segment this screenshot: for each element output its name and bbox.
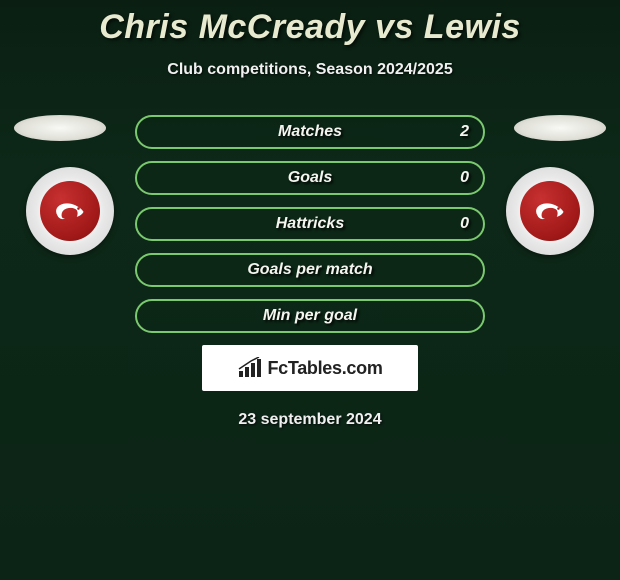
player-avatar-left (14, 115, 106, 141)
stat-row-matches: Matches 2 (135, 115, 485, 149)
club-badge-right (506, 167, 594, 255)
footer-date: 23 september 2024 (0, 411, 620, 429)
shrimp-icon (53, 200, 87, 222)
stat-pills: Matches 2 Goals 0 Hattricks 0 Goals per … (135, 115, 485, 333)
stat-value: 2 (460, 123, 469, 141)
stat-label: Matches (278, 123, 342, 141)
stat-label: Goals (288, 169, 332, 187)
brand-name: FcTables.com (267, 358, 382, 379)
stat-row-goals-per-match: Goals per match (135, 253, 485, 287)
stat-value: 0 (460, 215, 469, 233)
club-badge-right-inner (520, 181, 580, 241)
stat-row-min-per-goal: Min per goal (135, 299, 485, 333)
subtitle: Club competitions, Season 2024/2025 (0, 61, 620, 79)
stat-row-goals: Goals 0 (135, 161, 485, 195)
stats-area: Matches 2 Goals 0 Hattricks 0 Goals per … (0, 115, 620, 333)
page-title: Chris McCready vs Lewis (0, 0, 620, 47)
club-badge-left-inner (40, 181, 100, 241)
stat-label: Hattricks (276, 215, 344, 233)
player-avatar-right (514, 115, 606, 141)
club-badge-left (26, 167, 114, 255)
brand-box[interactable]: FcTables.com (202, 345, 418, 391)
stat-value: 0 (460, 169, 469, 187)
chart-icon (237, 357, 263, 379)
stat-label: Min per goal (263, 307, 357, 325)
stat-row-hattricks: Hattricks 0 (135, 207, 485, 241)
shrimp-icon (533, 200, 567, 222)
stat-label: Goals per match (247, 261, 372, 279)
